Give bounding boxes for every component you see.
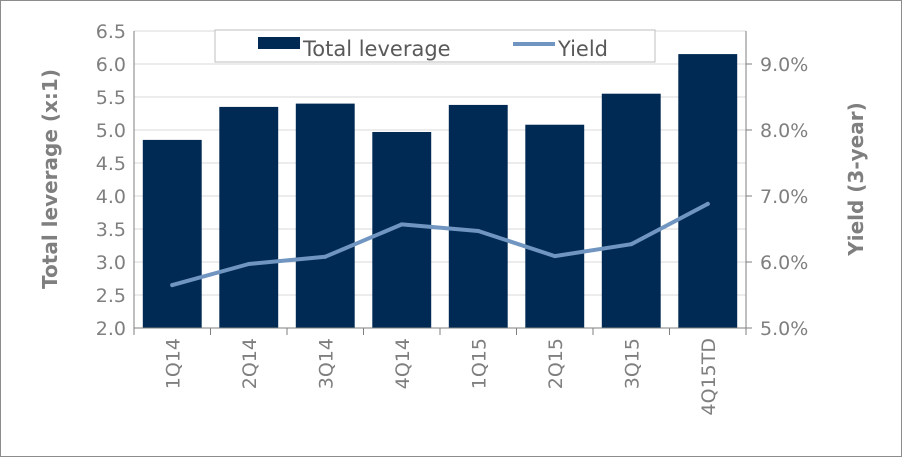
left-axis-ticks: 2.0 2.5 3.0 3.5 4.0 4.5 5.0 5.5 6.0 6.5 — [96, 21, 126, 340]
category-label-4Q15TD: 4Q15TD — [698, 338, 720, 415]
left-tick-label: 5.0 — [96, 120, 126, 142]
yield-point-4Q14 — [399, 222, 404, 227]
category-label-1Q14: 1Q14 — [162, 338, 184, 389]
right-tick-label: 7.0% — [760, 186, 808, 208]
bar-1Q15 — [448, 104, 508, 328]
bar-series — [142, 54, 738, 329]
category-label-3Q15: 3Q15 — [621, 338, 643, 389]
left-tick-label: 5.5 — [96, 87, 126, 109]
yield-point-3Q15 — [629, 242, 634, 247]
bar-1Q14 — [142, 139, 202, 328]
bar-4Q14 — [372, 131, 432, 328]
left-tick-label: 6.0 — [96, 54, 126, 76]
category-label-4Q14: 4Q14 — [392, 338, 414, 389]
category-label-2Q14: 2Q14 — [239, 338, 261, 389]
line-series — [170, 201, 710, 288]
right-tick-label: 5.0% — [760, 318, 808, 340]
right-tick-label: 8.0% — [760, 120, 808, 142]
bar-4Q15TD — [678, 54, 738, 328]
bar-3Q15 — [601, 93, 661, 328]
left-tick-label: 3.5 — [96, 219, 126, 241]
category-axis-ticks: 1Q14 2Q14 3Q14 4Q14 1Q15 2Q15 3Q15 4Q15TD — [162, 338, 720, 415]
yield-point-2Q15 — [552, 254, 557, 259]
right-axis-title: Yield (3-year) — [844, 102, 868, 257]
legend-line-label: Yield — [557, 37, 608, 61]
category-label-2Q15: 2Q15 — [545, 338, 567, 389]
right-tick-label: 9.0% — [760, 54, 808, 76]
left-tick-label: 6.5 — [96, 21, 126, 43]
yield-point-4Q15TD — [705, 201, 710, 206]
left-tick-label: 4.5 — [96, 153, 126, 175]
bar-2Q15 — [525, 124, 585, 328]
legend: Total leverage Yield — [214, 29, 656, 63]
yield-line — [170, 201, 710, 288]
bar-3Q14 — [295, 103, 355, 328]
left-tick-label: 2.0 — [96, 318, 126, 340]
left-tick-label: 3.0 — [96, 252, 126, 274]
category-label-1Q15: 1Q15 — [468, 338, 490, 389]
left-axis-title: Total leverage (x:1) — [38, 69, 62, 289]
legend-bar-label: Total leverage — [302, 37, 451, 61]
axes — [133, 31, 747, 335]
right-axis-ticks: 5.0% 6.0% 7.0% 8.0% 9.0% — [746, 54, 808, 340]
left-tick-label: 2.5 — [96, 285, 126, 307]
right-tick-label: 6.0% — [760, 252, 808, 274]
yield-point-3Q14 — [323, 254, 328, 259]
legend-bar-swatch — [258, 37, 300, 49]
yield-point-1Q14 — [170, 283, 175, 288]
yield-point-1Q15 — [476, 228, 481, 233]
left-tick-label: 4.0 — [96, 186, 126, 208]
yield-point-2Q14 — [246, 261, 251, 266]
category-label-3Q14: 3Q14 — [315, 338, 337, 389]
bar-2Q14 — [219, 106, 279, 329]
